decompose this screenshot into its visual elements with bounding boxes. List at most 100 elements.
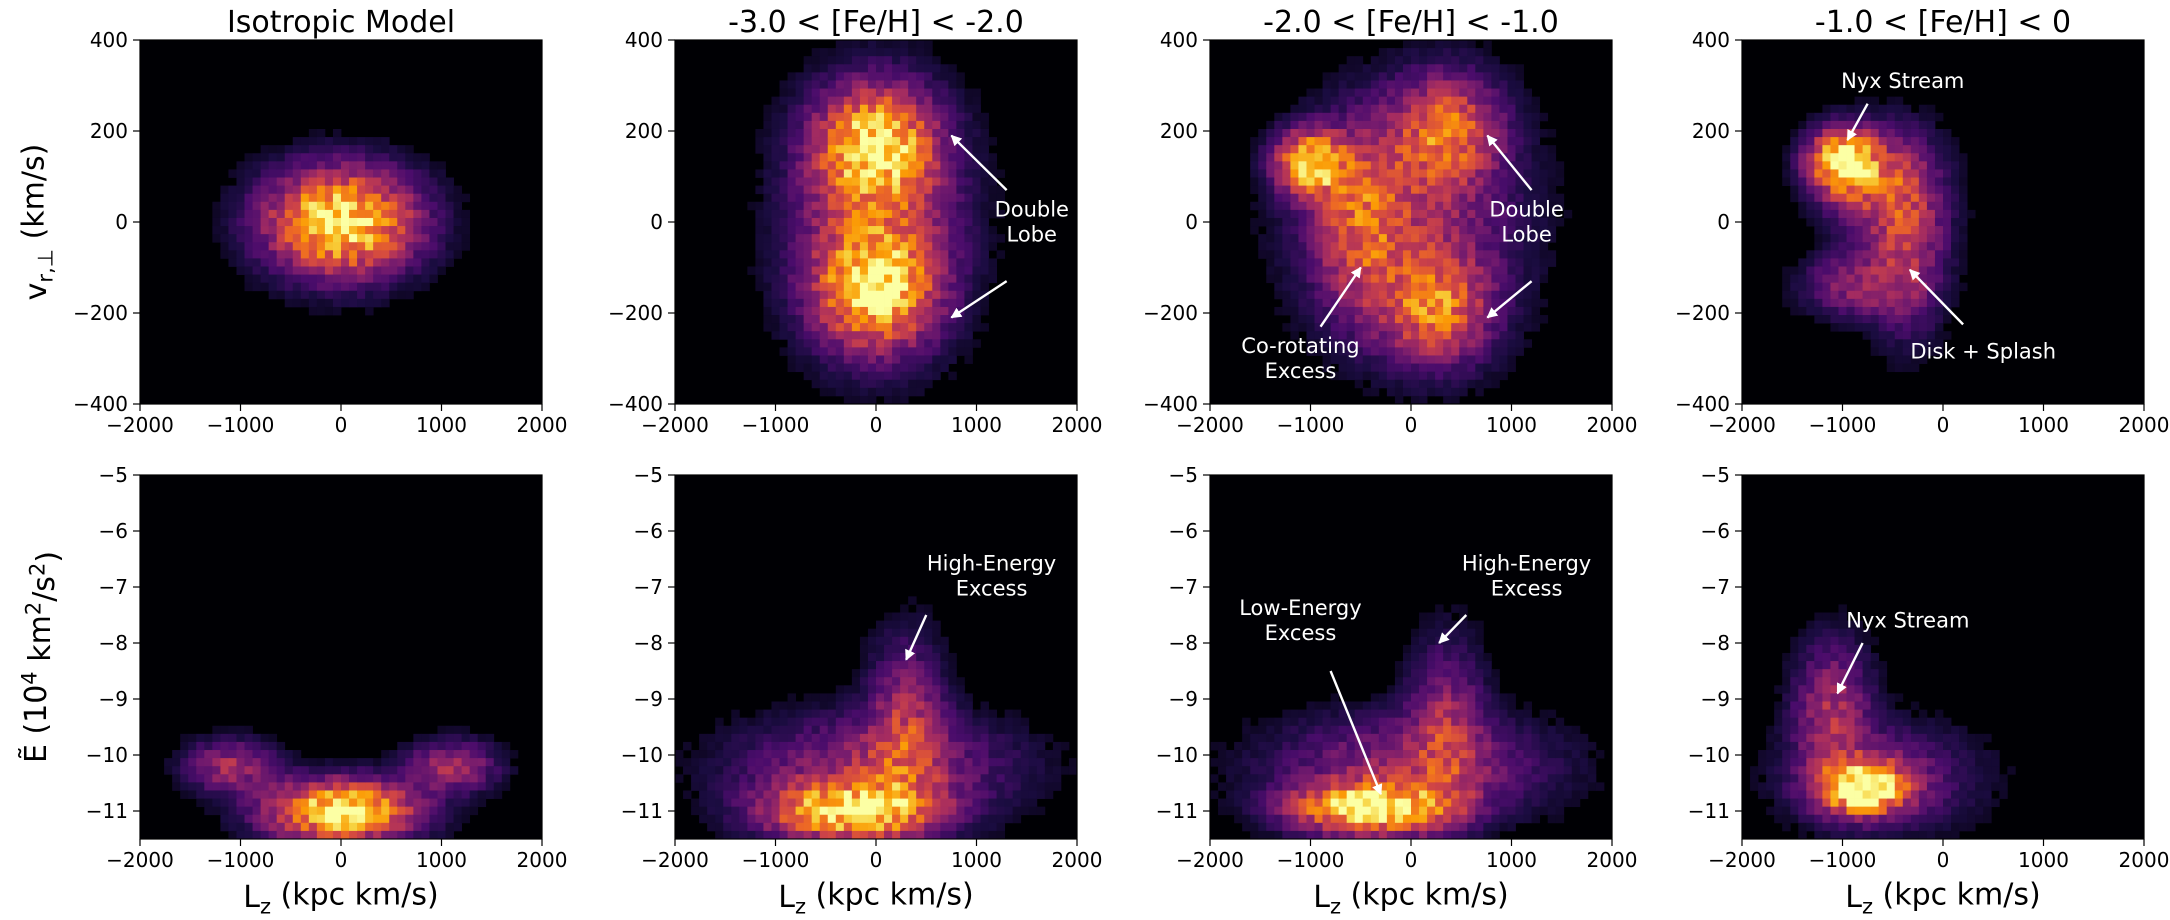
heatmap-cell — [876, 96, 885, 106]
heatmap-cell — [811, 355, 821, 364]
heatmap-cell — [867, 315, 877, 324]
heatmap-cell — [1467, 226, 1476, 235]
heatmap-cell — [1790, 185, 1799, 195]
heatmap-cell — [980, 161, 989, 170]
heatmap-cell — [332, 250, 342, 259]
heatmap-cell — [779, 120, 788, 130]
heatmap-cell — [252, 806, 261, 816]
heatmap-cell — [916, 798, 925, 808]
heatmap-cell — [811, 161, 821, 170]
heatmap-cell — [1830, 274, 1839, 284]
heatmap-cell — [892, 758, 901, 767]
heatmap-cell — [1547, 169, 1557, 178]
heatmap-cell — [204, 733, 213, 743]
heatmap-cell — [244, 782, 253, 791]
heatmap-cell — [1910, 363, 1920, 373]
heatmap-cell — [1419, 331, 1428, 340]
heatmap-cell — [876, 234, 885, 243]
heatmap-cell — [932, 636, 941, 646]
heatmap-cell — [1483, 169, 1492, 178]
heatmap-cell — [691, 798, 700, 808]
heatmap-cell — [1378, 169, 1388, 178]
heatmap-cell — [1370, 387, 1380, 397]
heatmap-cell — [932, 282, 941, 292]
heatmap-cell — [1314, 339, 1323, 348]
heatmap-cell — [1314, 128, 1323, 138]
heatmap-cell — [811, 258, 821, 267]
heatmap-cell — [1435, 48, 1444, 57]
heatmap-cell — [373, 185, 382, 195]
heatmap-cell — [1338, 201, 1348, 211]
heatmap-cell — [884, 242, 893, 251]
heatmap-cell — [795, 250, 805, 259]
heatmap-cell — [1878, 290, 1888, 300]
heatmap-cell — [308, 274, 318, 284]
heatmap-cell — [892, 363, 901, 373]
heatmap-cell — [859, 315, 869, 324]
heatmap-cell — [1934, 201, 1944, 211]
heatmap-cell — [308, 758, 318, 767]
heatmap-cell — [892, 145, 901, 154]
heatmap-cell — [1459, 315, 1468, 324]
heatmap-cell — [252, 185, 261, 195]
heatmap-cell — [316, 274, 326, 284]
heatmap-cell — [843, 234, 853, 243]
heatmap-cell — [349, 790, 358, 799]
heatmap-cell — [188, 733, 197, 743]
heatmap-cell — [212, 209, 221, 219]
heatmap-cell — [924, 652, 933, 662]
heatmap-cell — [1290, 274, 1299, 284]
heatmap-cell — [1435, 128, 1444, 138]
heatmap-cell — [811, 193, 821, 203]
heatmap-cell — [827, 290, 837, 300]
heatmap-cell — [1427, 40, 1436, 49]
heatmap-cell — [699, 806, 708, 816]
heatmap-cell — [1435, 323, 1444, 332]
heatmap-cell — [948, 161, 957, 170]
heatmap-cell — [859, 234, 869, 243]
heatmap-cell — [1523, 177, 1532, 186]
heatmap-cell — [795, 830, 805, 840]
heatmap-cell — [1838, 282, 1847, 292]
heatmap-cell — [1886, 209, 1896, 219]
heatmap-cell — [851, 331, 861, 340]
heatmap-cell — [357, 177, 366, 186]
heatmap-cell — [1499, 193, 1508, 203]
heatmap-cell — [1886, 323, 1896, 332]
heatmap-cell — [1378, 48, 1388, 57]
heatmap-cell — [980, 169, 989, 178]
heatmap-cell — [1419, 282, 1428, 292]
heatmap-cell — [787, 258, 796, 267]
heatmap-cell — [795, 128, 805, 138]
heatmap-cell — [1322, 355, 1331, 364]
heatmap-cell — [453, 798, 462, 808]
heatmap-cell — [819, 790, 829, 799]
heatmap-cell — [1378, 72, 1388, 81]
heatmap-cell — [268, 830, 278, 840]
heatmap-cell — [1902, 193, 1912, 203]
heatmap-cell — [1290, 217, 1299, 227]
heatmap-cell — [843, 766, 853, 775]
heatmap-cell — [1274, 234, 1283, 243]
heatmap-cell — [843, 822, 853, 832]
heatmap-cell — [300, 242, 310, 251]
heatmap-cell — [715, 798, 724, 808]
heatmap-cell — [1878, 339, 1888, 348]
heatmap-cell — [260, 790, 270, 799]
heatmap-cell — [956, 209, 965, 219]
heatmap-cell — [771, 96, 780, 106]
heatmap-cell — [827, 234, 837, 243]
heatmap-cell — [924, 693, 933, 702]
annotation-label: Double — [995, 198, 1069, 222]
heatmap-cell — [916, 290, 925, 300]
heatmap-cell — [1894, 153, 1904, 162]
heatmap-cell — [1274, 258, 1283, 267]
heatmap-cell — [1870, 234, 1880, 243]
heatmap-cell — [461, 193, 471, 203]
heatmap-cell — [803, 798, 813, 808]
heatmap-cell — [1338, 137, 1348, 146]
heatmap-cell — [212, 766, 221, 775]
heatmap-cell — [972, 315, 981, 324]
heatmap-cell — [461, 758, 471, 767]
heatmap-cell — [803, 806, 813, 816]
